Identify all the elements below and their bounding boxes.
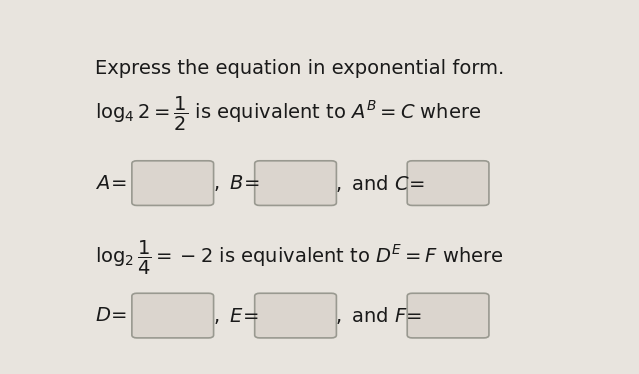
- Text: $\log_2 \dfrac{1}{4} = -2$ is equivalent to $D^E = F$ where: $\log_2 \dfrac{1}{4} = -2$ is equivalent…: [95, 239, 504, 277]
- FancyBboxPatch shape: [132, 293, 213, 338]
- Text: $D\!=\!$: $D\!=\!$: [95, 306, 127, 325]
- Text: Express the equation in exponential form.: Express the equation in exponential form…: [95, 59, 504, 78]
- FancyBboxPatch shape: [407, 161, 489, 205]
- FancyBboxPatch shape: [255, 293, 336, 338]
- FancyBboxPatch shape: [132, 161, 213, 205]
- FancyBboxPatch shape: [407, 293, 489, 338]
- Text: $,$ and $F\!=\!$: $,$ and $F\!=\!$: [335, 305, 423, 326]
- Text: $,$ and $C\!=\!$: $,$ and $C\!=\!$: [335, 173, 425, 194]
- Text: $,\ B\!=\!$: $,\ B\!=\!$: [213, 173, 259, 193]
- FancyBboxPatch shape: [255, 161, 336, 205]
- Text: $\log_4 2 = \dfrac{1}{2}$ is equivalent to $A^B = C$ where: $\log_4 2 = \dfrac{1}{2}$ is equivalent …: [95, 95, 481, 133]
- Text: $A\!=\!$: $A\!=\!$: [95, 174, 126, 193]
- Text: $,\ E\!=\!$: $,\ E\!=\!$: [213, 306, 258, 326]
